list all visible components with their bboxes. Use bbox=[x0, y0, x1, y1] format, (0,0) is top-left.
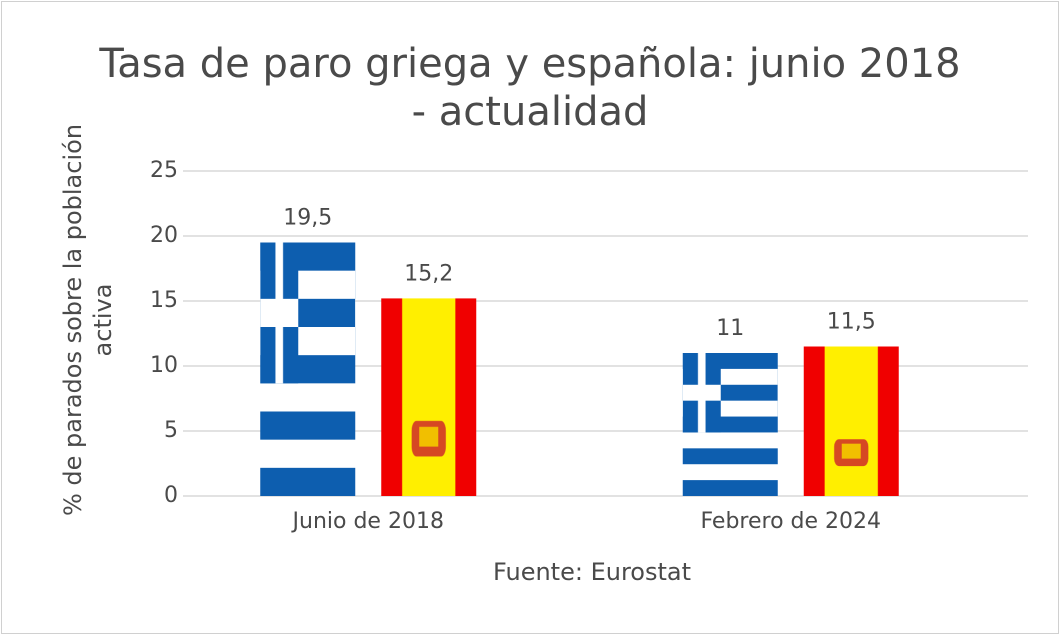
value-label: 11 bbox=[716, 316, 744, 341]
chart-title: Tasa de paro griega y española: junio 20… bbox=[99, 41, 961, 135]
y-tick-label: 20 bbox=[150, 223, 178, 248]
y-tick-label: 5 bbox=[164, 418, 178, 443]
x-tick-label: Junio de 2018 bbox=[291, 509, 444, 534]
x-tick-label: Febrero de 2024 bbox=[700, 509, 881, 534]
value-label: 15,2 bbox=[404, 261, 453, 286]
y-tick-label: 10 bbox=[150, 353, 178, 378]
y-tick-label: 0 bbox=[164, 483, 178, 508]
bar bbox=[803, 346, 899, 496]
bar bbox=[260, 242, 356, 496]
x-axis-label: Fuente: Eurostat bbox=[493, 558, 691, 586]
y-tick-label: 25 bbox=[150, 158, 178, 183]
value-label: 11,5 bbox=[827, 310, 876, 335]
y-axis-label: % de parados sobre la población activa bbox=[59, 123, 117, 517]
bar bbox=[381, 298, 477, 496]
value-label: 19,5 bbox=[283, 206, 332, 231]
y-tick-label: 15 bbox=[150, 288, 178, 313]
bar bbox=[682, 353, 778, 496]
